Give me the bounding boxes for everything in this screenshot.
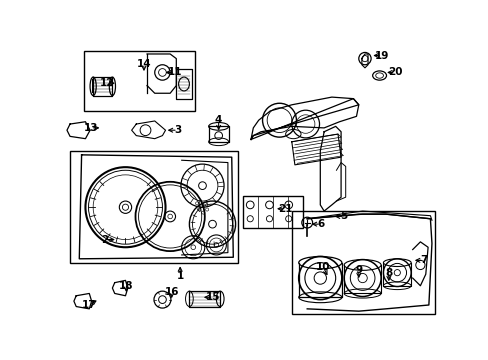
- Text: 17: 17: [82, 300, 97, 310]
- Text: 7: 7: [419, 255, 427, 265]
- Text: 18: 18: [119, 281, 133, 291]
- Text: 1: 1: [176, 271, 183, 281]
- Bar: [291, 211, 434, 314]
- Text: 11: 11: [167, 67, 182, 77]
- Text: 3: 3: [174, 125, 181, 135]
- Text: 9: 9: [354, 265, 362, 275]
- Text: 8: 8: [385, 269, 392, 278]
- Text: 4: 4: [215, 115, 222, 125]
- Text: 16: 16: [164, 287, 179, 297]
- Text: 15: 15: [205, 292, 220, 302]
- Text: 6: 6: [317, 219, 324, 229]
- Text: 19: 19: [374, 50, 388, 60]
- Text: 10: 10: [315, 262, 330, 272]
- Bar: [242, 195, 302, 228]
- Bar: [70, 151, 238, 263]
- Text: 12: 12: [100, 78, 114, 88]
- Text: 5: 5: [340, 211, 347, 221]
- Text: 13: 13: [83, 123, 98, 133]
- Text: 20: 20: [387, 67, 402, 77]
- Text: 21: 21: [277, 204, 291, 214]
- Text: 2: 2: [101, 235, 108, 244]
- Text: 14: 14: [136, 59, 151, 69]
- Bar: [84, 51, 194, 111]
